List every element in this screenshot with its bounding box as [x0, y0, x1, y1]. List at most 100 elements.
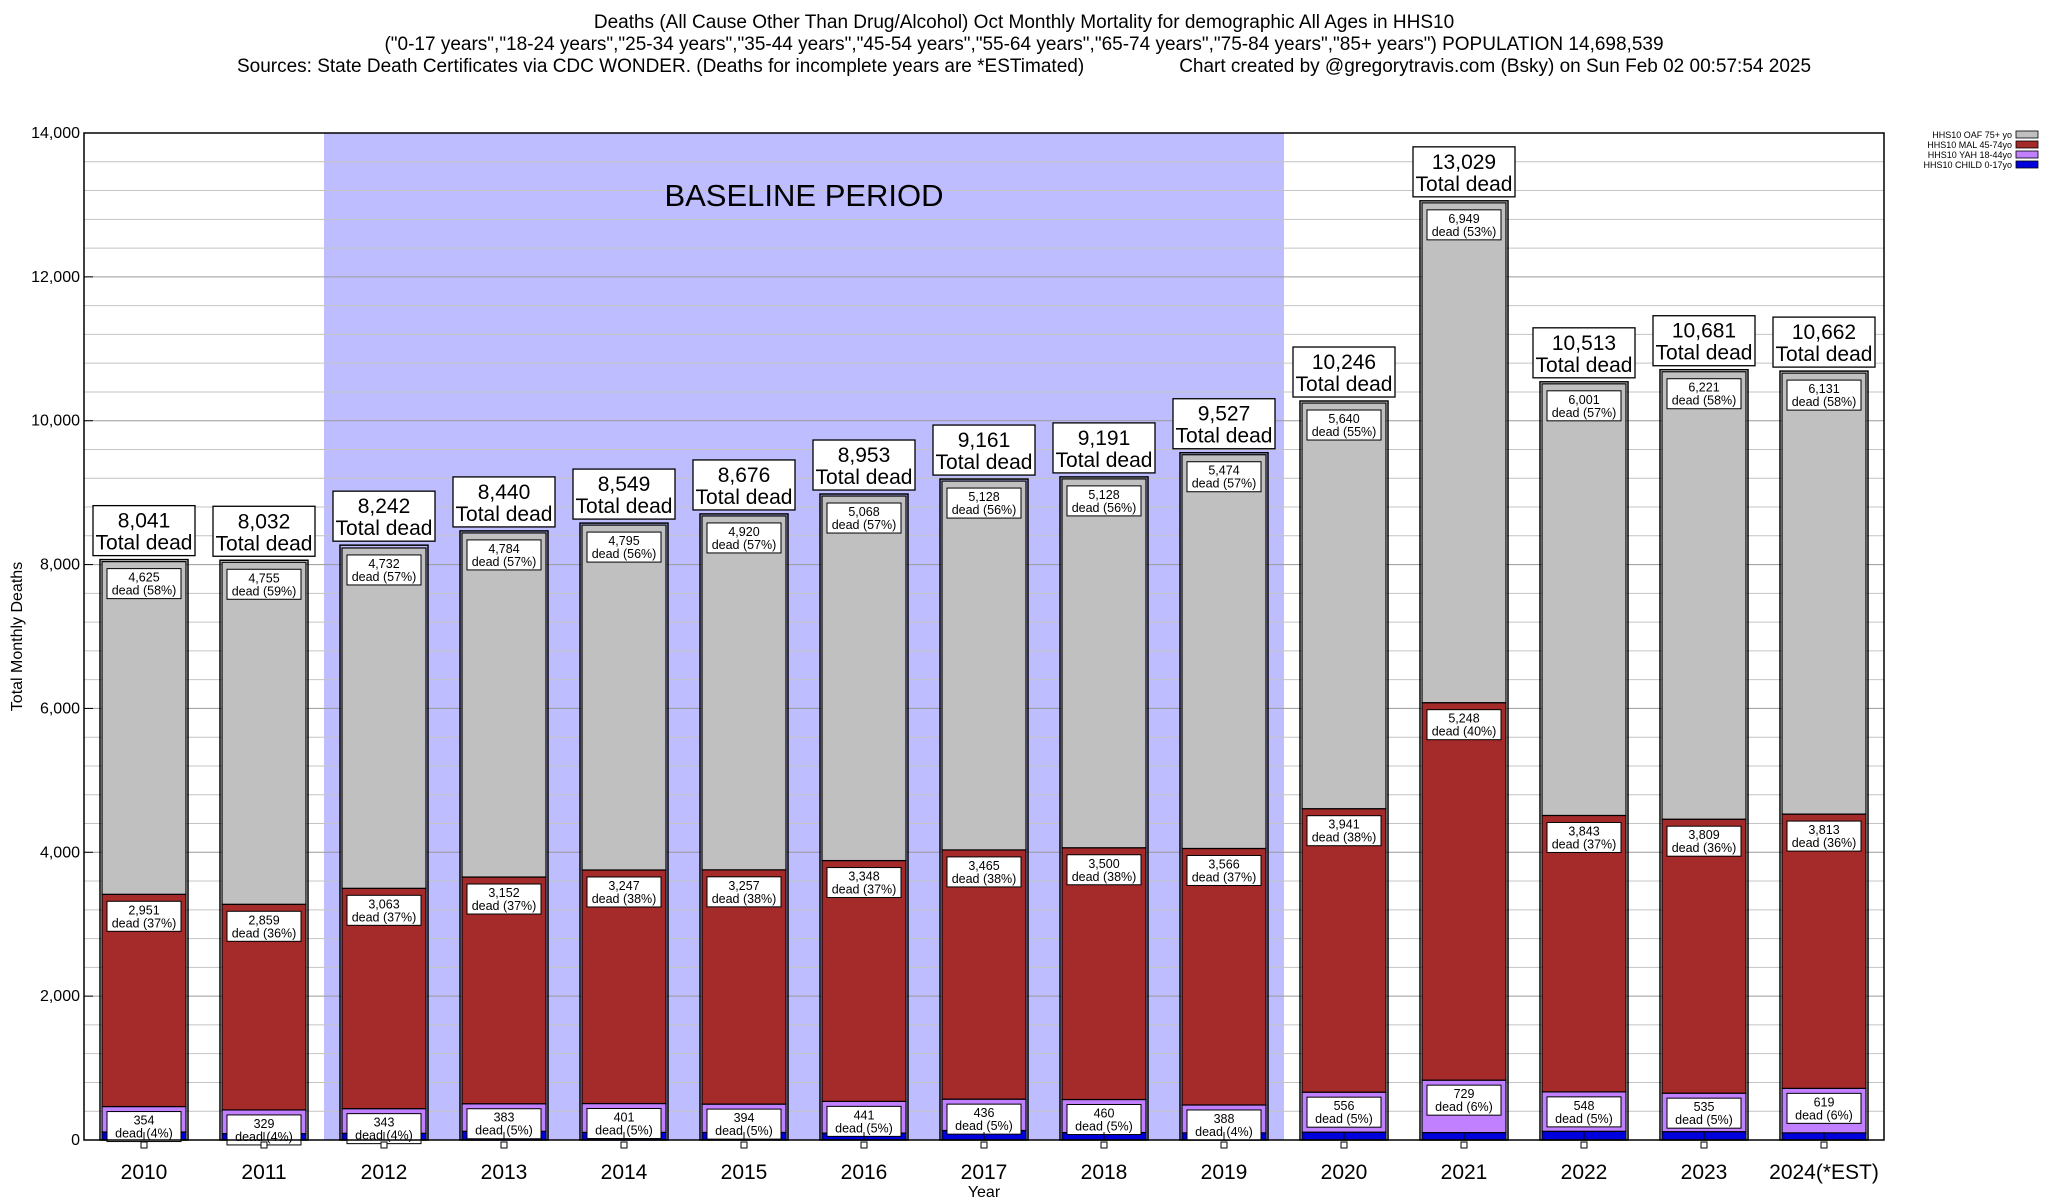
x-tick-label: 2021 [1441, 1161, 1488, 1184]
segment-label-box [1066, 854, 1142, 886]
bar-segment-mal [1061, 847, 1147, 1101]
credit-text: Chart created by @gregorytravis.com (Bsk… [1179, 56, 1812, 77]
y-tick-label: 10,000 [31, 413, 80, 430]
segment-pct-label: dead (5%) [475, 1124, 533, 1138]
segment-pct-label: dead (38%) [1072, 870, 1137, 884]
segment-pct-label: dead (55%) [1312, 425, 1377, 439]
segment-pct-label: dead (5%) [1555, 1112, 1613, 1126]
segment-value-label: 343 [374, 1116, 395, 1130]
bar-segment-mal [1181, 847, 1267, 1106]
segment-pct-label: dead (37%) [1192, 870, 1257, 884]
segment-label-box [1786, 379, 1862, 411]
segment-label-box [466, 539, 542, 571]
segment-value-label: 4,920 [728, 525, 759, 539]
x-tick-label: 2012 [361, 1161, 408, 1184]
total-value-label: 13,029 [1432, 151, 1496, 174]
segment-label-box [346, 894, 422, 926]
segment-value-label: 388 [1214, 1112, 1235, 1126]
bar-segment-mal [581, 869, 667, 1105]
segment-value-label: 3,063 [368, 897, 399, 911]
sources-text: Sources: State Death Certificates via CD… [236, 56, 1085, 77]
total-value-label: 9,161 [958, 429, 1011, 452]
x-tick-label: 2020 [1321, 1161, 1368, 1184]
x-tick-label: 2011 [241, 1161, 286, 1184]
segment-value-label: 6,001 [1568, 393, 1599, 407]
segment-value-label: 4,795 [608, 534, 639, 548]
child-marker [1820, 1141, 1828, 1149]
total-label-box [692, 459, 796, 511]
bar-segment-oaf [221, 561, 307, 905]
bar-segment-oaf [941, 480, 1027, 851]
total-suffix-label: Total dead [576, 495, 673, 518]
total-label-box [1292, 346, 1396, 398]
segment-label-box [226, 568, 302, 600]
segment-pct-label: dead (58%) [1792, 395, 1857, 409]
segment-label-box [1186, 854, 1262, 886]
child-marker [140, 1141, 148, 1149]
bar-segment-oaf [101, 561, 187, 895]
x-axis-label: Year [968, 1184, 1001, 1200]
segment-value-label: 556 [1334, 1099, 1355, 1113]
segment-label-box [826, 502, 902, 534]
segment-label-box [1066, 485, 1142, 517]
child-marker [1580, 1141, 1588, 1149]
x-tick-label: 2024(*EST) [1769, 1161, 1879, 1184]
segment-value-label: 5,474 [1208, 464, 1239, 478]
total-label-box [572, 468, 676, 520]
bar-segment-mal [1661, 818, 1747, 1094]
segment-pct-label: dead (4%) [1195, 1125, 1253, 1139]
total-value-label: 8,242 [358, 495, 411, 518]
segment-value-label: 5,248 [1448, 712, 1479, 726]
total-label-box [1772, 316, 1876, 368]
segment-value-label: 2,951 [128, 903, 159, 917]
segment-label-box [1546, 1096, 1622, 1128]
total-label-box [1052, 422, 1156, 474]
segment-label-box [226, 910, 302, 942]
total-value-label: 9,191 [1078, 427, 1131, 450]
x-tick-label: 2018 [1081, 1161, 1128, 1184]
segment-value-label: 3,843 [1568, 824, 1599, 838]
segment-label-box [946, 487, 1022, 519]
segment-value-label: 3,941 [1328, 818, 1359, 832]
segment-label-box [706, 876, 782, 908]
bar-segment-oaf [581, 524, 667, 871]
segment-label-box [946, 1103, 1022, 1135]
segment-pct-label: dead (37%) [472, 899, 537, 913]
bar-segment-mal [821, 859, 907, 1102]
segment-value-label: 436 [974, 1106, 995, 1120]
segment-value-label: 3,152 [488, 886, 519, 900]
segment-value-label: 3,809 [1688, 828, 1719, 842]
segment-value-label: 548 [1574, 1099, 1595, 1113]
y-tick-label: 8,000 [40, 557, 80, 574]
segment-label-box [466, 883, 542, 915]
segment-value-label: 6,131 [1808, 382, 1839, 396]
segment-pct-label: dead (57%) [712, 538, 777, 552]
